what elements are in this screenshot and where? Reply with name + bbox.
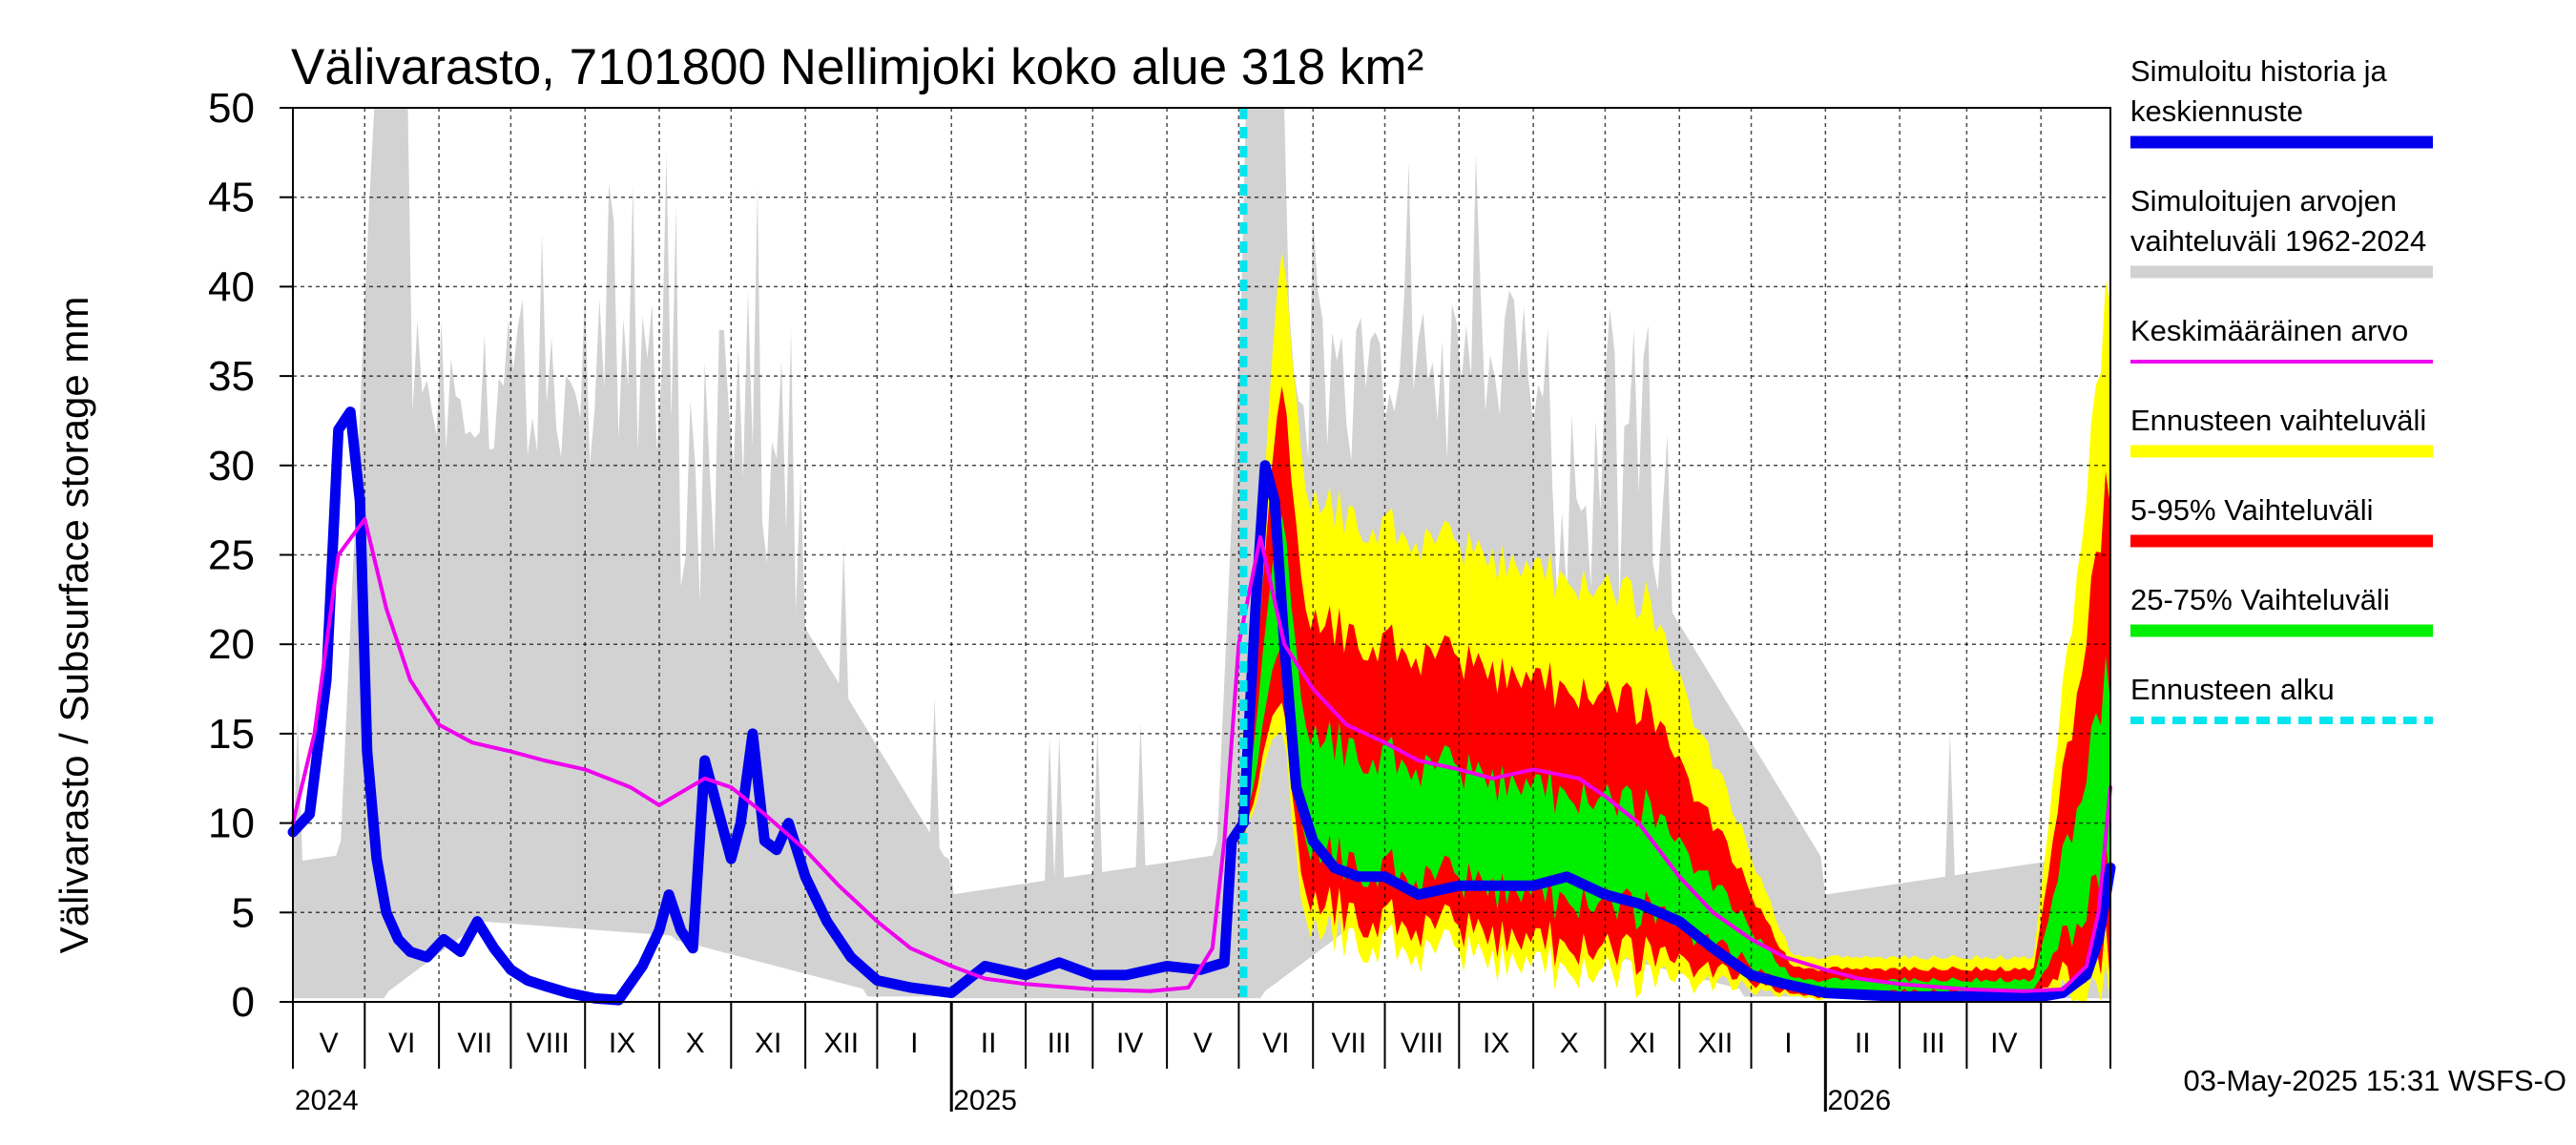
x-month-label: II xyxy=(981,1028,997,1059)
x-month-label: X xyxy=(1560,1028,1579,1059)
x-month-label: IX xyxy=(609,1028,635,1059)
y-tick-label: 30 xyxy=(208,443,255,489)
y-tick-label: 50 xyxy=(208,85,255,132)
y-tick-label: 40 xyxy=(208,263,255,310)
x-month-label: I xyxy=(1784,1028,1792,1059)
y-tick-label: 5 xyxy=(232,889,255,936)
x-month-label: IV xyxy=(1990,1028,2017,1059)
legend-label: 5-95% Vaihteluväli xyxy=(2130,493,2373,527)
series-mean-value xyxy=(291,517,2112,993)
series-simulated-history xyxy=(287,406,2116,1006)
y-axis-ticks: 0 5 10 15 20 25 30 35 40 45 50 xyxy=(208,85,293,1026)
x-month-label: VIII xyxy=(1401,1028,1444,1059)
x-month-label: VII xyxy=(457,1028,492,1059)
y-tick-label: 15 xyxy=(208,711,255,758)
y-tick-label: 35 xyxy=(208,353,255,400)
y-tick-label: 0 xyxy=(232,979,255,1026)
x-year-label: 2024 xyxy=(295,1085,359,1116)
legend-label: Ennusteen vaihteluväli xyxy=(2130,404,2426,437)
x-month-label: II xyxy=(1855,1028,1871,1059)
x-month-label: VI xyxy=(1262,1028,1289,1059)
series-lines xyxy=(287,108,2116,1006)
band-25-75 xyxy=(1243,515,2110,993)
x-year-label: 2025 xyxy=(953,1085,1017,1116)
x-month-label: V xyxy=(1194,1028,1213,1059)
x-month-label: VI xyxy=(388,1028,415,1059)
x-month-label: VIII xyxy=(527,1028,570,1059)
x-month-label: XII xyxy=(823,1028,859,1059)
y-tick-label: 20 xyxy=(208,621,255,668)
legend-label: 25-75% Vaihteluväli xyxy=(2130,583,2390,616)
chart-title: Välivarasto, 7101800 Nellimjoki koko alu… xyxy=(291,39,1423,95)
x-month-label: XI xyxy=(755,1028,781,1059)
legend-label: Simuloitu historia ja xyxy=(2130,54,2388,88)
grid xyxy=(293,108,2110,1002)
x-month-label: X xyxy=(686,1028,705,1059)
x-month-label: IX xyxy=(1483,1028,1509,1059)
timestamp: 03-May-2025 15:31 WSFS-O xyxy=(2184,1064,2566,1097)
y-tick-label: 25 xyxy=(208,532,255,579)
x-year-label: 2026 xyxy=(1827,1085,1891,1116)
x-month-label: V xyxy=(320,1028,339,1059)
x-axis: V VI VII VIII IX X XI XII I II III IV V VI VII VIII IX X X… xyxy=(292,1001,2111,1116)
legend: Simuloitu historia ja keskiennuste Simuloi… xyxy=(2130,54,2433,724)
x-month-label: VII xyxy=(1332,1028,1367,1059)
legend-label: keskiennuste xyxy=(2130,94,2303,128)
legend-label: Keskimääräinen arvo xyxy=(2130,314,2408,347)
x-month-label: IV xyxy=(1116,1028,1143,1059)
y-tick-label: 10 xyxy=(208,801,255,847)
legend-label: vaihteluväli 1962-2024 xyxy=(2130,224,2426,258)
x-month-label: XI xyxy=(1629,1028,1655,1059)
x-month-label: III xyxy=(1048,1028,1071,1059)
x-month-label: I xyxy=(910,1028,918,1059)
legend-label: Ennusteen alku xyxy=(2130,673,2335,706)
x-month-label: III xyxy=(1922,1028,1945,1059)
y-tick-label: 45 xyxy=(208,175,255,221)
legend-label: Simuloitujen arvojen xyxy=(2130,184,2397,218)
y-axis-label: Välivarasto / Subsurface storage mm xyxy=(52,297,96,954)
x-month-label: XII xyxy=(1698,1028,1734,1059)
